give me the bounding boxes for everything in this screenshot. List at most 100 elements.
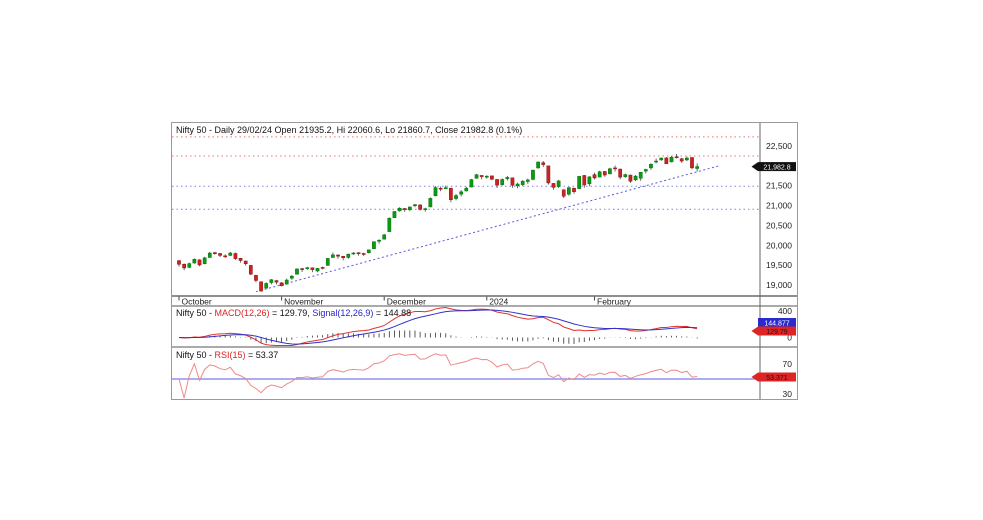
month-label: October <box>182 297 212 307</box>
candle-body <box>284 279 289 285</box>
candle-body <box>515 183 520 187</box>
candle-body <box>202 257 207 265</box>
candle <box>192 258 197 264</box>
candle <box>546 165 551 185</box>
macd-ylabel: 0 <box>787 332 792 342</box>
candle <box>331 252 335 258</box>
price-ylabel: 19,000 <box>766 280 792 290</box>
candle <box>587 176 592 187</box>
candle-body <box>331 254 335 258</box>
candle-body <box>561 189 566 197</box>
candle <box>536 161 540 169</box>
candle <box>664 157 669 165</box>
candle-body <box>433 187 438 197</box>
candle-body <box>495 179 499 186</box>
candle <box>628 174 633 183</box>
price-ylabel: 20,500 <box>766 220 792 230</box>
candle-body <box>438 187 443 190</box>
candle-body <box>690 157 694 169</box>
candle-body <box>408 206 412 210</box>
candle-body <box>315 268 320 272</box>
candle-body <box>659 157 664 161</box>
candle <box>187 262 192 269</box>
candle <box>295 268 299 275</box>
candle <box>443 185 448 190</box>
candle <box>408 206 412 212</box>
signal-value-tag: 144.877 <box>758 318 796 327</box>
candle-body <box>484 175 489 178</box>
candle-body <box>392 211 397 218</box>
candle <box>238 257 243 263</box>
tag-arrow <box>751 162 758 172</box>
candle <box>346 253 351 259</box>
last-price-tag: 21,982.8 <box>751 162 796 172</box>
candle <box>402 208 407 212</box>
candle <box>510 177 515 188</box>
candle <box>279 282 284 287</box>
candle <box>505 175 510 181</box>
candle <box>561 189 566 199</box>
candles-layer <box>177 154 699 292</box>
tag-text: 53.371 <box>766 375 788 382</box>
candle-body <box>428 198 433 208</box>
candle-body <box>577 176 581 189</box>
candle <box>618 168 623 180</box>
candle <box>213 251 217 255</box>
candle <box>264 282 269 289</box>
candle <box>233 252 238 260</box>
rsi-ylabel: 30 <box>783 389 793 399</box>
month-label: 2024 <box>489 297 508 307</box>
candle <box>202 256 207 265</box>
candle-body <box>479 175 484 177</box>
candle-body <box>413 204 417 206</box>
candle-body <box>695 166 699 169</box>
candle <box>597 170 602 178</box>
axis-tags-layer: 21,982.8 144.877 129.79 53.371 <box>751 162 796 382</box>
candle-body <box>490 175 494 180</box>
price-ylabel: 21,500 <box>766 181 792 191</box>
tag-body <box>758 372 796 382</box>
candle <box>243 260 248 266</box>
candle-body <box>423 208 428 210</box>
candle-body <box>361 253 366 255</box>
candle <box>305 266 310 270</box>
candle <box>218 252 222 258</box>
candle-body <box>443 187 448 189</box>
levels-layer <box>172 136 760 210</box>
candle <box>572 187 576 194</box>
candle-body <box>207 252 212 258</box>
candle-body <box>505 177 510 179</box>
candle <box>679 157 684 163</box>
candle <box>515 182 520 189</box>
tag-text: 129.79 <box>766 329 788 336</box>
price-ylabel: 19,500 <box>766 260 792 270</box>
candle <box>325 257 330 266</box>
candle-body <box>618 168 623 178</box>
month-label: December <box>387 297 426 307</box>
candle <box>495 179 499 188</box>
candle-body <box>269 279 274 283</box>
candle <box>567 187 571 196</box>
candle <box>177 259 181 267</box>
candle <box>695 163 699 172</box>
candle <box>254 274 258 283</box>
macd-value: = 129.79, <box>269 308 313 318</box>
candle-body <box>243 260 248 265</box>
candle-body <box>546 165 551 184</box>
candle <box>438 186 443 192</box>
candle-body <box>520 180 525 185</box>
candle <box>269 279 274 285</box>
candle <box>659 157 664 161</box>
month-label: November <box>284 297 323 307</box>
candle-body <box>351 252 356 255</box>
candle <box>197 259 202 267</box>
candle <box>377 239 381 244</box>
tag-body <box>758 318 796 327</box>
candle-body <box>551 183 556 188</box>
candle <box>690 156 694 170</box>
candle-body <box>531 169 535 180</box>
macd-layer: 400 0 <box>178 306 792 346</box>
candle-body <box>582 175 587 186</box>
candle-body <box>602 171 607 176</box>
candle <box>372 241 376 249</box>
